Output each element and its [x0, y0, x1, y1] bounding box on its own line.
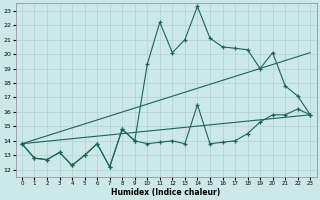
X-axis label: Humidex (Indice chaleur): Humidex (Indice chaleur): [111, 188, 221, 197]
